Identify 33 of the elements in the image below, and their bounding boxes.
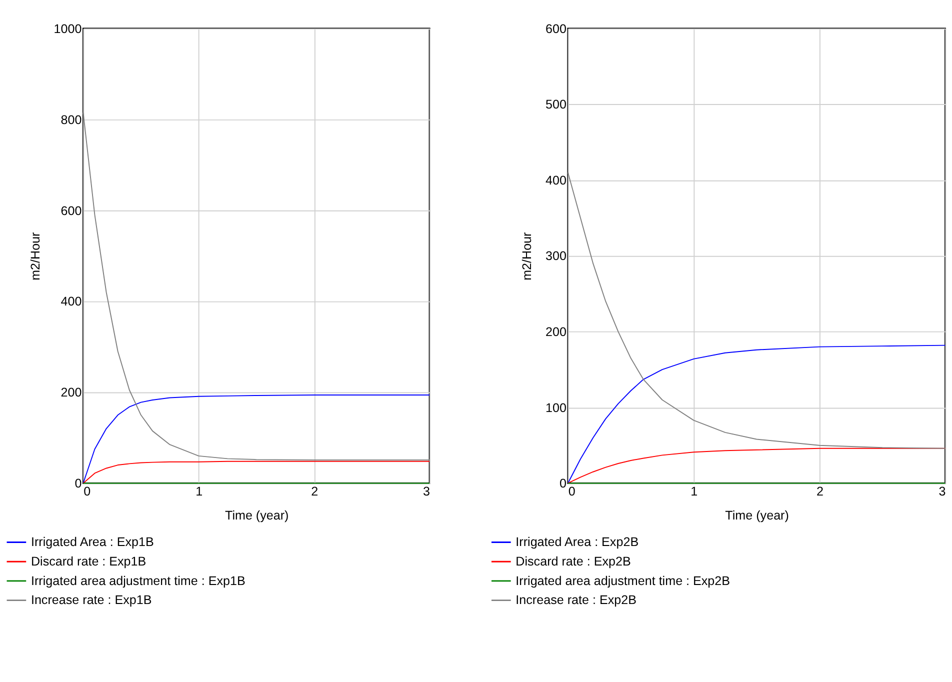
y-tick-label: 200 <box>545 325 566 340</box>
x-axis-title: Time (year) <box>725 508 789 523</box>
legend-label: Increase rate : Exp1B <box>30 593 152 608</box>
y-tick-label: 800 <box>60 112 82 127</box>
legend-label: Discard rate : Exp2B <box>516 554 631 568</box>
x-axis-title: Time (year) <box>224 508 289 523</box>
line-series <box>82 112 430 461</box>
x-tick-label: 3 <box>423 484 430 498</box>
x-tick-label: 2 <box>311 484 318 498</box>
x-tick-label: 0 <box>84 484 91 498</box>
y-tick-label: 500 <box>545 98 566 112</box>
legend-label: Irrigated area adjustment time : Exp1B <box>30 574 246 588</box>
y-tick-label: 1000 <box>54 22 82 36</box>
legend-label: Irrigated area adjustment time : Exp2B <box>516 574 730 588</box>
y-tick-label: 400 <box>545 173 566 188</box>
y-axis-title: m2/Hour <box>520 232 534 280</box>
y-tick-label: 300 <box>545 249 566 264</box>
x-tick-label: 0 <box>568 484 576 498</box>
x-tick-label: 1 <box>196 484 203 498</box>
legend-label: Discard rate : Exp1B <box>30 554 146 568</box>
x-tick-label: 2 <box>816 484 824 498</box>
y-tick-label: 200 <box>60 386 82 400</box>
x-tick-label: 1 <box>690 484 698 498</box>
y-tick-label: 100 <box>545 400 566 415</box>
y-axis-title: m2/Hour <box>28 232 42 280</box>
legend-label: Increase rate : Exp2B <box>516 593 636 608</box>
y-tick-label: 600 <box>60 204 82 218</box>
legend-label: Irrigated Area : Exp1B <box>30 535 154 550</box>
x-tick-label: 3 <box>938 484 946 498</box>
legend-label: Irrigated Area : Exp2B <box>516 535 639 550</box>
y-tick-label: 600 <box>545 22 566 36</box>
y-tick-label: 400 <box>60 294 82 309</box>
line-series <box>567 172 946 449</box>
